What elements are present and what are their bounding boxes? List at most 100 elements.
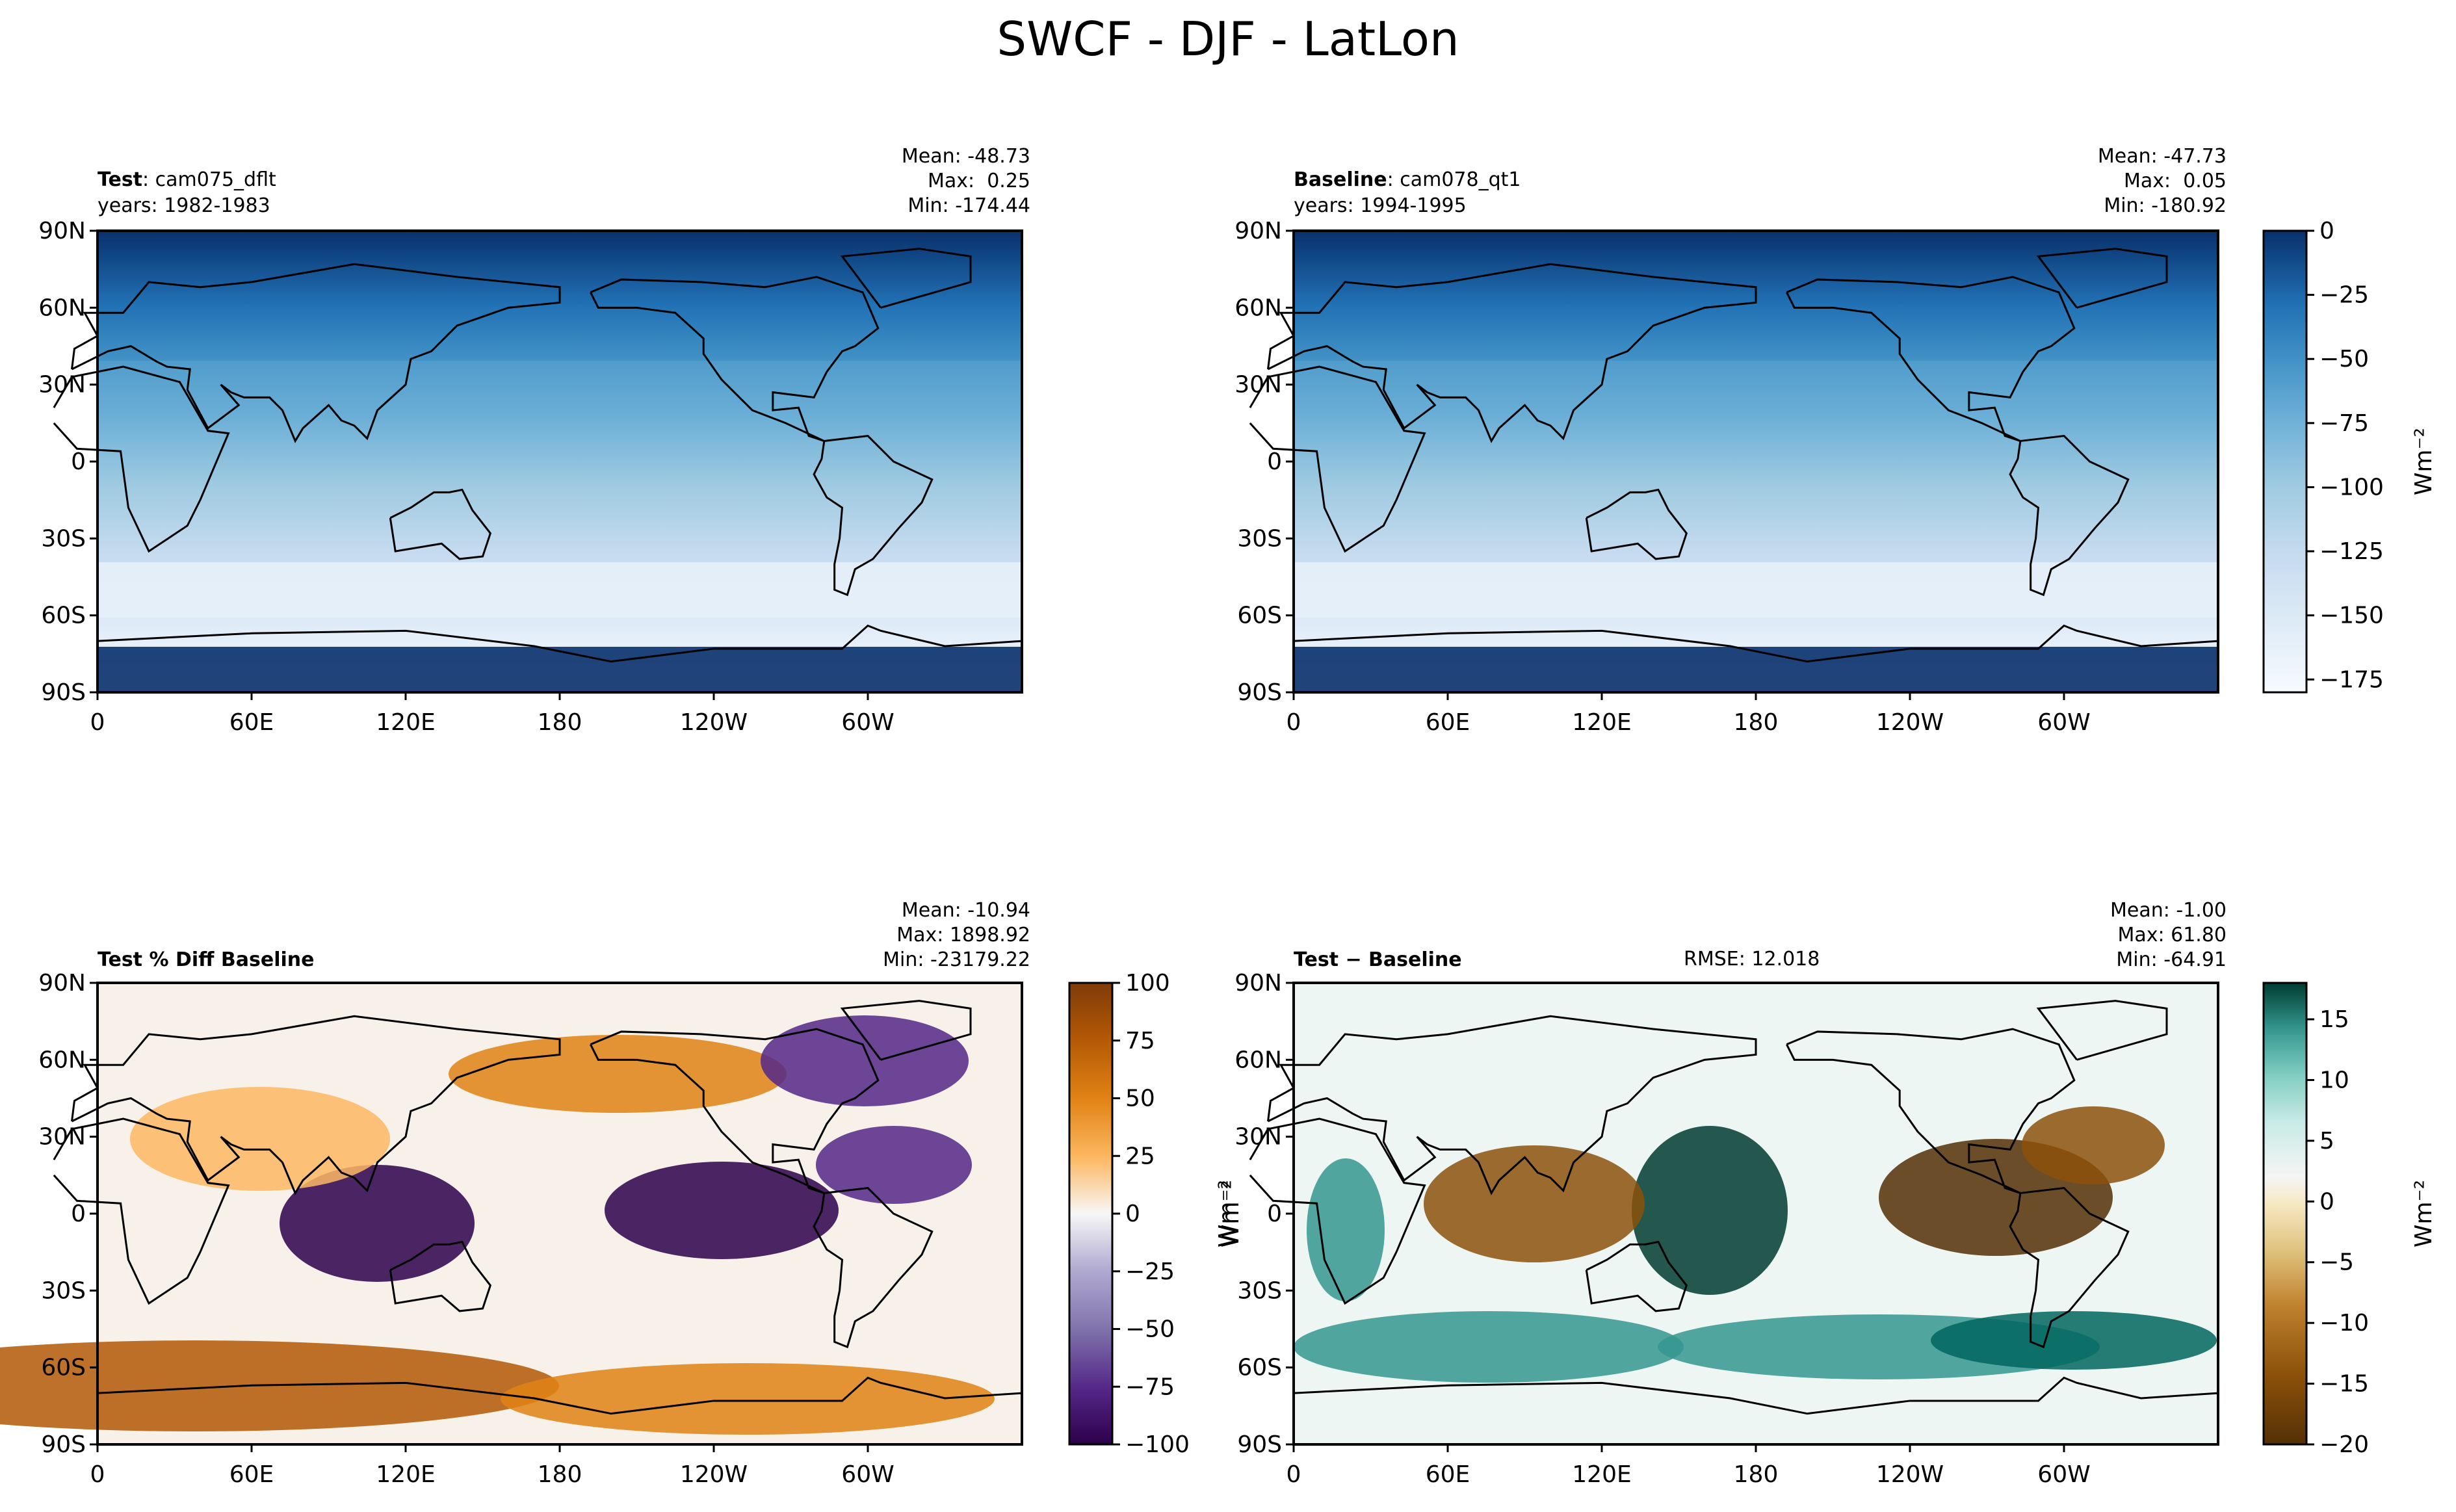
- y-tick-label: 90S: [1237, 679, 1282, 706]
- pctdiff-panel-label: Test % Diff Baseline: [98, 948, 315, 971]
- colorbar-tick-label: 100: [1125, 970, 1170, 997]
- y-tick-label: 90N: [1235, 218, 1282, 244]
- y-tick-label: 90S: [1237, 1431, 1282, 1458]
- x-tick-label: 60W: [2037, 1461, 2090, 1488]
- x-tick-label: 180: [1734, 709, 1779, 736]
- coastline-1: [71, 263, 561, 443]
- x-tick-label: 120E: [376, 709, 435, 736]
- coastline-5: [840, 248, 972, 309]
- colorbar-2: 15 10 5 0 −5 −10 −15 −20 Wm⁻²: [2262, 982, 2437, 1458]
- colorbar-tick-label: 0: [2319, 1188, 2334, 1215]
- y-tick-label: 0: [71, 1201, 86, 1227]
- diff-panel-units-label: Wm⁻²: [1218, 1180, 1244, 1247]
- test-panel-years: years: 1982-1983: [98, 194, 270, 217]
- colorbar-tick-label: −175: [2319, 666, 2384, 693]
- x-tick-label: 60E: [1426, 709, 1470, 736]
- y-tick-label: 30S: [41, 1277, 86, 1304]
- coastline-2: [389, 1240, 492, 1312]
- coastline-3: [1786, 276, 2076, 442]
- y-tick-label: 90S: [41, 1431, 86, 1458]
- y-tick-label: 90N: [1235, 970, 1282, 997]
- map-panel-pctdiff: [0, 982, 1023, 1446]
- colorbar-tick-label: −125: [2319, 538, 2384, 565]
- y-tick-label: 60N: [38, 294, 86, 321]
- y-tick-label: 60N: [1235, 294, 1282, 321]
- y-tick-label: 60S: [41, 603, 86, 629]
- y-tick-label: 30N: [1235, 372, 1282, 398]
- coastline-5: [2036, 1000, 2168, 1061]
- colorbar-tick-label: 0: [1125, 1201, 1140, 1227]
- coastline-0: [53, 1117, 230, 1305]
- colorbar-tick-label: 50: [1125, 1086, 1155, 1112]
- x-tick-label: 180: [538, 709, 582, 736]
- colorbar-tick-label: −20: [2319, 1431, 2369, 1458]
- diff-panel-rmse: RMSE: 12.018: [1684, 948, 1820, 971]
- x-tick-label: 120E: [1572, 709, 1631, 736]
- colorbar-tick-label: 5: [2319, 1128, 2334, 1154]
- x-tick-label: 0: [1287, 1461, 1301, 1488]
- coastline-2: [1585, 1240, 1688, 1312]
- colorbar-tick-label: 25: [1125, 1143, 1155, 1169]
- x-tick-label: 120E: [1572, 1461, 1631, 1488]
- colorbar-units-label: Wm⁻²: [1214, 1180, 1241, 1247]
- x-tick-label: 60W: [841, 709, 894, 736]
- x-tick-label: 0: [90, 709, 105, 736]
- y-tick-label: 30S: [41, 525, 86, 552]
- colorbar-tick-label: −100: [2319, 474, 2384, 501]
- colorbar-units-label: Wm⁻²: [2410, 1180, 2437, 1247]
- y-tick-label: 60N: [1235, 1047, 1282, 1073]
- colorbar-0: 0 −25 −50 −75 −100 −125 −150 −175 Wm⁻²: [2262, 218, 2437, 694]
- x-tick-label: 60E: [229, 1461, 274, 1488]
- x-tick-label: 0: [1287, 709, 1301, 736]
- y-tick-label: 90N: [38, 970, 86, 997]
- colorbar-tick-label: −15: [2319, 1371, 2369, 1398]
- map-panel-test: [53, 229, 1023, 694]
- colorbar-units-label: Wm⁻²: [2410, 428, 2437, 495]
- x-tick-label: 120W: [1876, 1461, 1944, 1488]
- coastline-3: [1786, 1028, 2076, 1194]
- x-tick-label: 120W: [680, 709, 748, 736]
- y-tick-label: 30S: [1237, 525, 1282, 552]
- coastline-1: [1267, 1015, 1757, 1195]
- coastline-5: [840, 1000, 972, 1061]
- x-tick-label: 120W: [1876, 709, 1944, 736]
- coastline-1: [1267, 263, 1757, 443]
- colorbar-1: 100 75 50 25 0 −25 −50 −75 −100 Wm⁻²: [1068, 970, 1241, 1458]
- x-tick-label: 60W: [841, 1461, 894, 1488]
- coastline-3: [590, 1028, 880, 1194]
- coastline-0: [1249, 1117, 1426, 1305]
- coastline-6: [97, 624, 1023, 663]
- coastline-0: [1249, 365, 1426, 553]
- coastline-4: [813, 1186, 934, 1349]
- colorbar-tick-label: 15: [2319, 1006, 2349, 1033]
- colorbar-tick-label: 75: [1125, 1028, 1155, 1054]
- colorbar-tick-label: −25: [2319, 282, 2369, 309]
- colorbar-tick-label: 10: [2319, 1067, 2349, 1093]
- y-tick-label: 0: [1267, 449, 1282, 475]
- x-tick-label: 60E: [1426, 1461, 1470, 1488]
- maps-layer: [0, 229, 2219, 1446]
- coastline-4: [2009, 1186, 2130, 1349]
- diff-panel-label: Test − Baseline: [1294, 948, 1462, 971]
- test-panel-label: Test: cam075_dflt: [98, 168, 276, 191]
- y-tick-label: 30N: [38, 372, 86, 398]
- y-tick-label: 90S: [41, 679, 86, 706]
- coastline-3: [590, 276, 880, 442]
- y-tick-label: 30N: [1235, 1124, 1282, 1151]
- coastline-6: [1293, 1376, 2219, 1415]
- colorbar-tick-label: 0: [2319, 218, 2334, 244]
- baseline-panel-label: Baseline: cam078_qt1: [1294, 168, 1521, 191]
- y-tick-label: 60S: [1237, 603, 1282, 629]
- colorbar-tick-label: −10: [2319, 1310, 2369, 1336]
- x-tick-label: 120E: [376, 1461, 435, 1488]
- test-panel-stats: Mean: -48.73 Max: 0.25 Min: -174.44: [901, 145, 1030, 217]
- pctdiff-panel-stats: Mean: -10.94 Max: 1898.92 Min: -23179.22: [883, 899, 1030, 971]
- x-tick-label: 60W: [2037, 709, 2090, 736]
- colorbar-tick-label: −50: [1125, 1316, 1175, 1343]
- y-tick-label: 0: [71, 449, 86, 475]
- x-tick-label: 120W: [680, 1461, 748, 1488]
- coastline-0: [53, 365, 230, 553]
- map-panel-baseline: [1249, 229, 2219, 694]
